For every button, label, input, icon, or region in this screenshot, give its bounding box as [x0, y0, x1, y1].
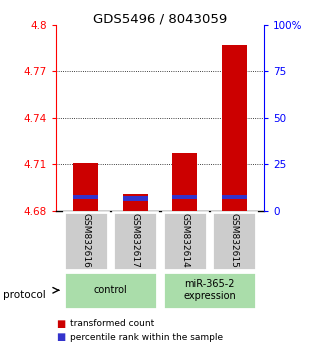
Bar	[172, 153, 197, 211]
Text: protocol: protocol	[3, 290, 46, 299]
Bar	[73, 195, 98, 199]
Text: ■: ■	[56, 319, 65, 329]
Text: transformed count: transformed count	[70, 319, 155, 329]
Text: ■: ■	[56, 332, 65, 342]
Text: GSM832615: GSM832615	[230, 213, 239, 268]
Text: GSM832614: GSM832614	[180, 213, 189, 268]
Text: GSM832616: GSM832616	[81, 213, 90, 268]
Bar	[123, 196, 148, 201]
Text: GDS5496 / 8043059: GDS5496 / 8043059	[93, 12, 227, 25]
FancyBboxPatch shape	[114, 212, 157, 270]
Text: miR-365-2
expression: miR-365-2 expression	[183, 279, 236, 301]
Bar	[172, 195, 197, 199]
Bar	[123, 194, 148, 211]
Bar	[222, 195, 247, 199]
Text: GSM832617: GSM832617	[131, 213, 140, 268]
FancyBboxPatch shape	[163, 272, 256, 309]
Bar	[73, 162, 98, 211]
Text: control: control	[94, 285, 127, 295]
FancyBboxPatch shape	[163, 212, 206, 270]
Text: percentile rank within the sample: percentile rank within the sample	[70, 332, 224, 342]
Bar	[222, 45, 247, 211]
FancyBboxPatch shape	[64, 212, 108, 270]
FancyBboxPatch shape	[64, 272, 157, 309]
FancyBboxPatch shape	[212, 212, 256, 270]
